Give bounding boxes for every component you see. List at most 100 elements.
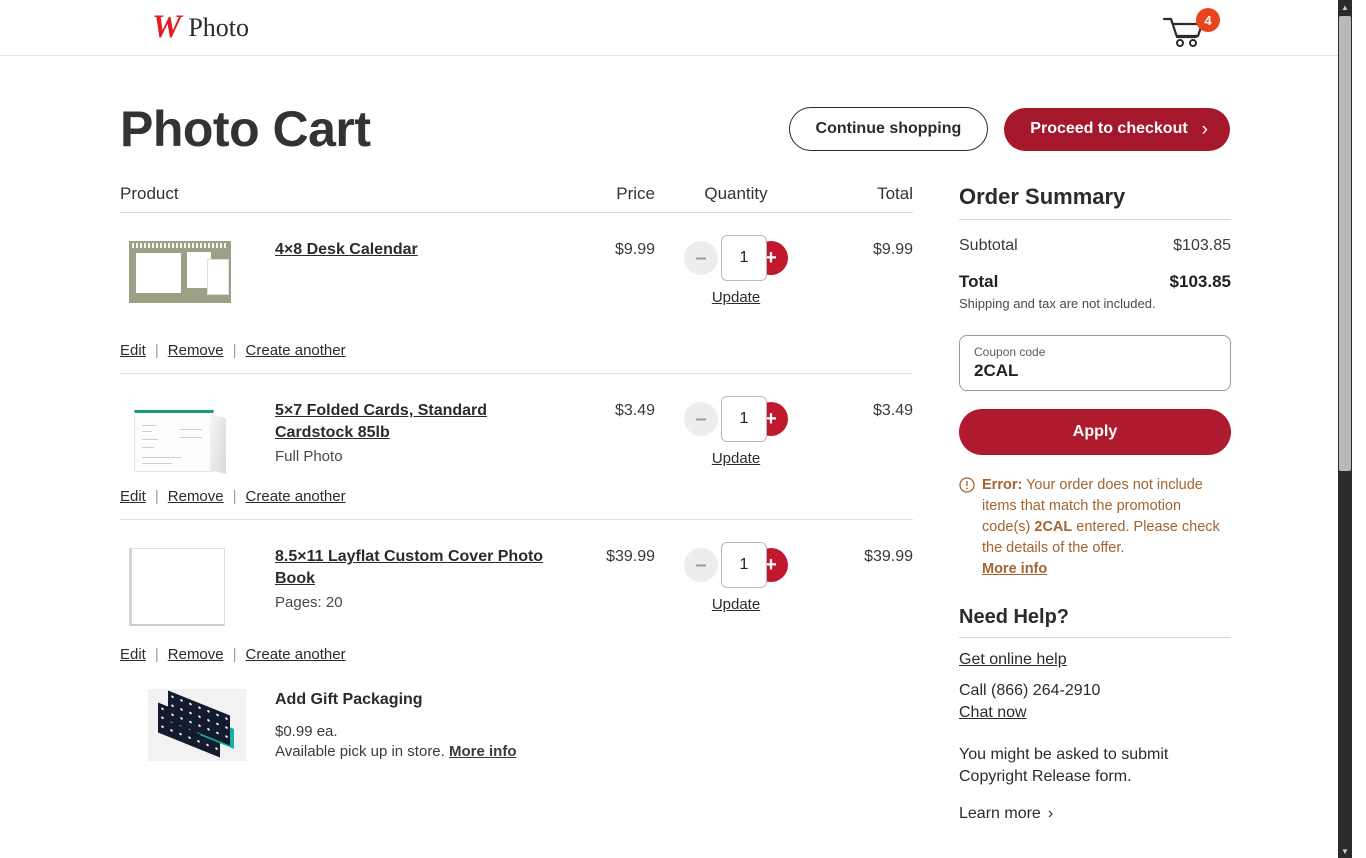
item-actions: Edit | Remove | Create another	[120, 488, 913, 505]
error-more-info-link[interactable]: More info	[982, 561, 1048, 577]
table-row: 8.5×11 Layflat Custom Cover Photo Book P…	[120, 520, 913, 626]
desk-calendar-thumbnail[interactable]	[129, 241, 231, 303]
scroll-up-arrow-icon[interactable]: ▲	[1338, 0, 1352, 14]
product-info-cell: 4×8 Desk Calendar	[275, 235, 555, 306]
quantity-input[interactable]: 1	[721, 542, 767, 588]
row-divider	[120, 373, 913, 374]
product-total: $39.99	[864, 548, 913, 565]
error-circle-icon	[959, 477, 975, 493]
edit-link[interactable]: Edit	[120, 342, 146, 359]
create-another-link[interactable]: Create another	[245, 488, 346, 505]
column-header-total: Total	[877, 184, 913, 203]
cart-button[interactable]: 4	[1162, 8, 1222, 50]
gift-packaging-thumbnail	[148, 689, 246, 761]
product-total: $9.99	[872, 241, 913, 258]
link-separator: |	[232, 646, 237, 663]
apply-coupon-button[interactable]: Apply	[959, 409, 1231, 455]
card-fold	[210, 414, 226, 474]
page-header-row: Photo Cart Continue shopping Proceed to …	[120, 100, 1230, 158]
link-separator: |	[154, 646, 159, 663]
product-name-link[interactable]: 4×8 Desk Calendar	[275, 241, 418, 258]
quantity-input[interactable]: 1	[721, 396, 767, 442]
product-name-link[interactable]: 5×7 Folded Cards, Standard Cardstock 85l…	[275, 402, 488, 441]
error-body-2: entered. Please check the details of the…	[982, 519, 1220, 556]
row-divider	[120, 519, 913, 520]
edit-link[interactable]: Edit	[120, 646, 146, 663]
gift-packaging-price: $0.99 ea.	[275, 723, 338, 740]
remove-link[interactable]: Remove	[167, 342, 224, 359]
decrement-quantity-button[interactable]: –	[684, 241, 718, 275]
item-actions: Edit | Remove | Create another	[120, 342, 913, 359]
gift-more-info-link[interactable]: More info	[449, 743, 517, 760]
decrement-quantity-button[interactable]: –	[684, 548, 718, 582]
vertical-scrollbar[interactable]: ▲ ▼	[1338, 0, 1352, 858]
decrement-quantity-button[interactable]: –	[684, 402, 718, 436]
update-quantity-link[interactable]: Update	[711, 289, 761, 306]
column-header-quantity: Quantity	[704, 184, 768, 203]
create-another-link[interactable]: Create another	[245, 342, 346, 359]
quantity-input[interactable]: 1	[721, 235, 767, 281]
quantity-cell: – 1 + Update	[655, 235, 795, 306]
total-row: Total $103.85	[959, 272, 1231, 292]
card-face	[134, 410, 214, 472]
remove-link[interactable]: Remove	[167, 488, 224, 505]
gift-thumbnail-cell	[120, 689, 275, 761]
quantity-cell: – 1 + Update	[655, 542, 795, 626]
product-meta: Full Photo	[275, 448, 343, 465]
call-phone-text: Call (866) 264-2910	[959, 682, 1101, 699]
cart-items-column: Product Price Quantity Total 4×8 Desk Ca…	[120, 184, 913, 823]
proceed-to-checkout-label: Proceed to checkout	[1030, 120, 1188, 137]
quantity-stepper: – 1 +	[684, 542, 788, 588]
photo-book-thumbnail[interactable]	[129, 548, 225, 626]
product-thumbnail-cell	[120, 235, 275, 306]
table-row: 4×8 Desk Calendar $9.99 – 1 + Update $9.…	[120, 213, 913, 306]
product-price: $39.99	[606, 548, 655, 565]
table-row: 5×7 Folded Cards, Standard Cardstock 85l…	[120, 374, 913, 474]
error-prefix: Error:	[982, 477, 1023, 493]
learn-more-label: Learn more	[959, 805, 1041, 822]
get-online-help-link[interactable]: Get online help	[959, 651, 1067, 668]
link-separator: |	[154, 342, 159, 359]
link-separator: |	[232, 488, 237, 505]
chevron-right-icon: ›	[1047, 805, 1054, 822]
site-header: W Photo 4	[0, 0, 1352, 56]
learn-more-link[interactable]: Learn more ›	[959, 805, 1231, 823]
product-name-link[interactable]: 8.5×11 Layflat Custom Cover Photo Book	[275, 548, 544, 587]
remove-link[interactable]: Remove	[167, 646, 224, 663]
product-thumbnail-cell	[120, 542, 275, 626]
create-another-link[interactable]: Create another	[245, 646, 346, 663]
cart-table-header: Product Price Quantity Total	[120, 184, 913, 213]
update-quantity-link[interactable]: Update	[711, 450, 761, 467]
coupon-error-text: Error: Your order does not include items…	[982, 475, 1231, 580]
walgreens-w-icon: W	[152, 9, 181, 45]
walgreens-photo-logo[interactable]: W Photo	[152, 11, 249, 44]
copyright-release-note: You might be asked to submit Copyright R…	[959, 746, 1169, 785]
logo-text: Photo	[188, 12, 250, 42]
shipping-tax-note: Shipping and tax are not included.	[959, 296, 1156, 311]
product-meta: Pages: 20	[275, 594, 343, 611]
product-info-cell: 8.5×11 Layflat Custom Cover Photo Book P…	[275, 542, 555, 626]
quantity-stepper: – 1 +	[684, 396, 788, 442]
calendar-page-right	[207, 259, 229, 295]
summary-divider	[959, 219, 1231, 220]
scroll-down-arrow-icon[interactable]: ▼	[1338, 844, 1352, 858]
column-header-price: Price	[616, 184, 655, 203]
folded-card-thumbnail[interactable]	[134, 410, 226, 474]
product-info-cell: 5×7 Folded Cards, Standard Cardstock 85l…	[275, 396, 555, 472]
scrollbar-thumb[interactable]	[1339, 16, 1351, 471]
coupon-code-input[interactable]: Coupon code 2CAL	[959, 335, 1231, 391]
gift-packaging-title: Add Gift Packaging	[275, 691, 423, 708]
gift-packaging-row: Add Gift Packaging $0.99 ea. Available p…	[120, 663, 913, 761]
item-actions: Edit | Remove | Create another	[120, 646, 913, 663]
update-quantity-link[interactable]: Update	[711, 596, 761, 613]
continue-shopping-button[interactable]: Continue shopping	[788, 107, 989, 151]
cart-content: Product Price Quantity Total 4×8 Desk Ca…	[120, 184, 1352, 823]
proceed-to-checkout-button[interactable]: Proceed to checkout ›	[1004, 107, 1230, 151]
edit-link[interactable]: Edit	[120, 488, 146, 505]
subtotal-row: Subtotal $103.85	[959, 237, 1231, 255]
coupon-code-label: Coupon code	[974, 345, 1046, 359]
chat-now-link[interactable]: Chat now	[959, 704, 1027, 721]
cart-count-badge: 4	[1196, 8, 1220, 32]
calendar-spiral-icon	[132, 243, 228, 248]
